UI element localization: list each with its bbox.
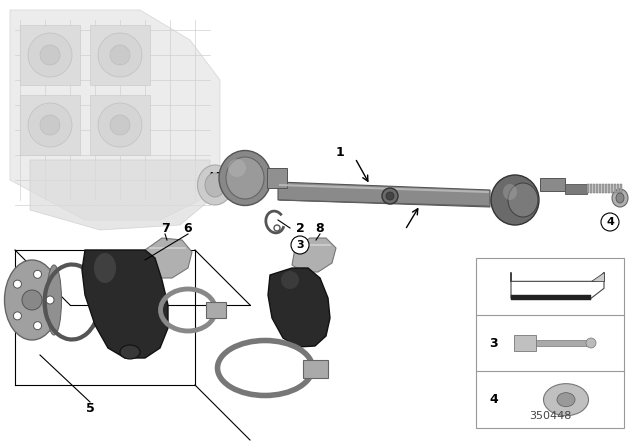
Bar: [511, 295, 591, 300]
Bar: [303, 360, 328, 378]
Circle shape: [46, 296, 54, 304]
Bar: [605, 184, 607, 193]
Circle shape: [586, 338, 596, 348]
Text: 5: 5: [86, 401, 94, 414]
Ellipse shape: [120, 345, 140, 359]
Ellipse shape: [219, 151, 271, 206]
Polygon shape: [30, 160, 210, 230]
Text: 350448: 350448: [529, 411, 571, 421]
Ellipse shape: [226, 157, 264, 199]
Circle shape: [110, 115, 130, 135]
Polygon shape: [82, 250, 168, 358]
Text: 2: 2: [296, 221, 305, 234]
Ellipse shape: [543, 383, 589, 416]
Bar: [90, 95, 150, 155]
Bar: [590, 184, 592, 193]
Circle shape: [33, 270, 42, 278]
Ellipse shape: [47, 265, 61, 335]
Text: 4: 4: [606, 217, 614, 227]
Polygon shape: [268, 268, 330, 347]
Polygon shape: [10, 10, 220, 220]
Circle shape: [28, 103, 72, 147]
Text: LK: LK: [209, 172, 225, 182]
Circle shape: [274, 225, 280, 231]
Polygon shape: [142, 238, 192, 278]
Bar: [565, 184, 587, 194]
Bar: [617, 184, 619, 193]
Ellipse shape: [205, 173, 225, 197]
Bar: [540, 178, 565, 191]
Bar: [20, 95, 80, 155]
Bar: [514, 335, 536, 351]
Ellipse shape: [616, 193, 624, 203]
Circle shape: [291, 236, 309, 254]
Polygon shape: [292, 238, 336, 272]
Ellipse shape: [94, 253, 116, 283]
Text: 4: 4: [490, 393, 499, 406]
Bar: [614, 184, 616, 193]
Circle shape: [40, 45, 60, 65]
Text: 8: 8: [316, 221, 324, 234]
Circle shape: [33, 322, 42, 330]
Ellipse shape: [503, 184, 517, 200]
Ellipse shape: [198, 165, 232, 205]
Bar: [476, 258, 624, 428]
Text: 6: 6: [184, 221, 192, 234]
Polygon shape: [278, 182, 490, 207]
Text: 7: 7: [161, 221, 170, 234]
Polygon shape: [591, 272, 604, 281]
Ellipse shape: [612, 189, 628, 207]
Ellipse shape: [508, 183, 538, 217]
Circle shape: [28, 33, 72, 77]
Ellipse shape: [4, 260, 60, 340]
Ellipse shape: [281, 271, 299, 289]
Bar: [620, 184, 622, 193]
Bar: [608, 184, 610, 193]
Circle shape: [13, 312, 21, 320]
Circle shape: [382, 188, 398, 204]
Circle shape: [110, 45, 130, 65]
Circle shape: [601, 213, 619, 231]
Bar: [587, 184, 589, 193]
Text: 1: 1: [335, 146, 344, 159]
Bar: [267, 168, 287, 188]
Bar: [536, 340, 588, 346]
Circle shape: [40, 115, 60, 135]
Bar: [602, 184, 604, 193]
Bar: [20, 25, 80, 85]
Ellipse shape: [491, 175, 539, 225]
Ellipse shape: [557, 392, 575, 407]
Circle shape: [98, 33, 142, 77]
Ellipse shape: [228, 159, 246, 177]
Bar: [599, 184, 601, 193]
Bar: [596, 184, 598, 193]
Bar: [593, 184, 595, 193]
Bar: [90, 25, 150, 85]
Bar: [206, 302, 226, 318]
Circle shape: [98, 103, 142, 147]
Circle shape: [386, 192, 394, 200]
Polygon shape: [511, 272, 604, 298]
Text: 3: 3: [296, 240, 304, 250]
Circle shape: [13, 280, 21, 288]
Circle shape: [22, 290, 42, 310]
Text: 3: 3: [490, 336, 499, 349]
Bar: [611, 184, 613, 193]
